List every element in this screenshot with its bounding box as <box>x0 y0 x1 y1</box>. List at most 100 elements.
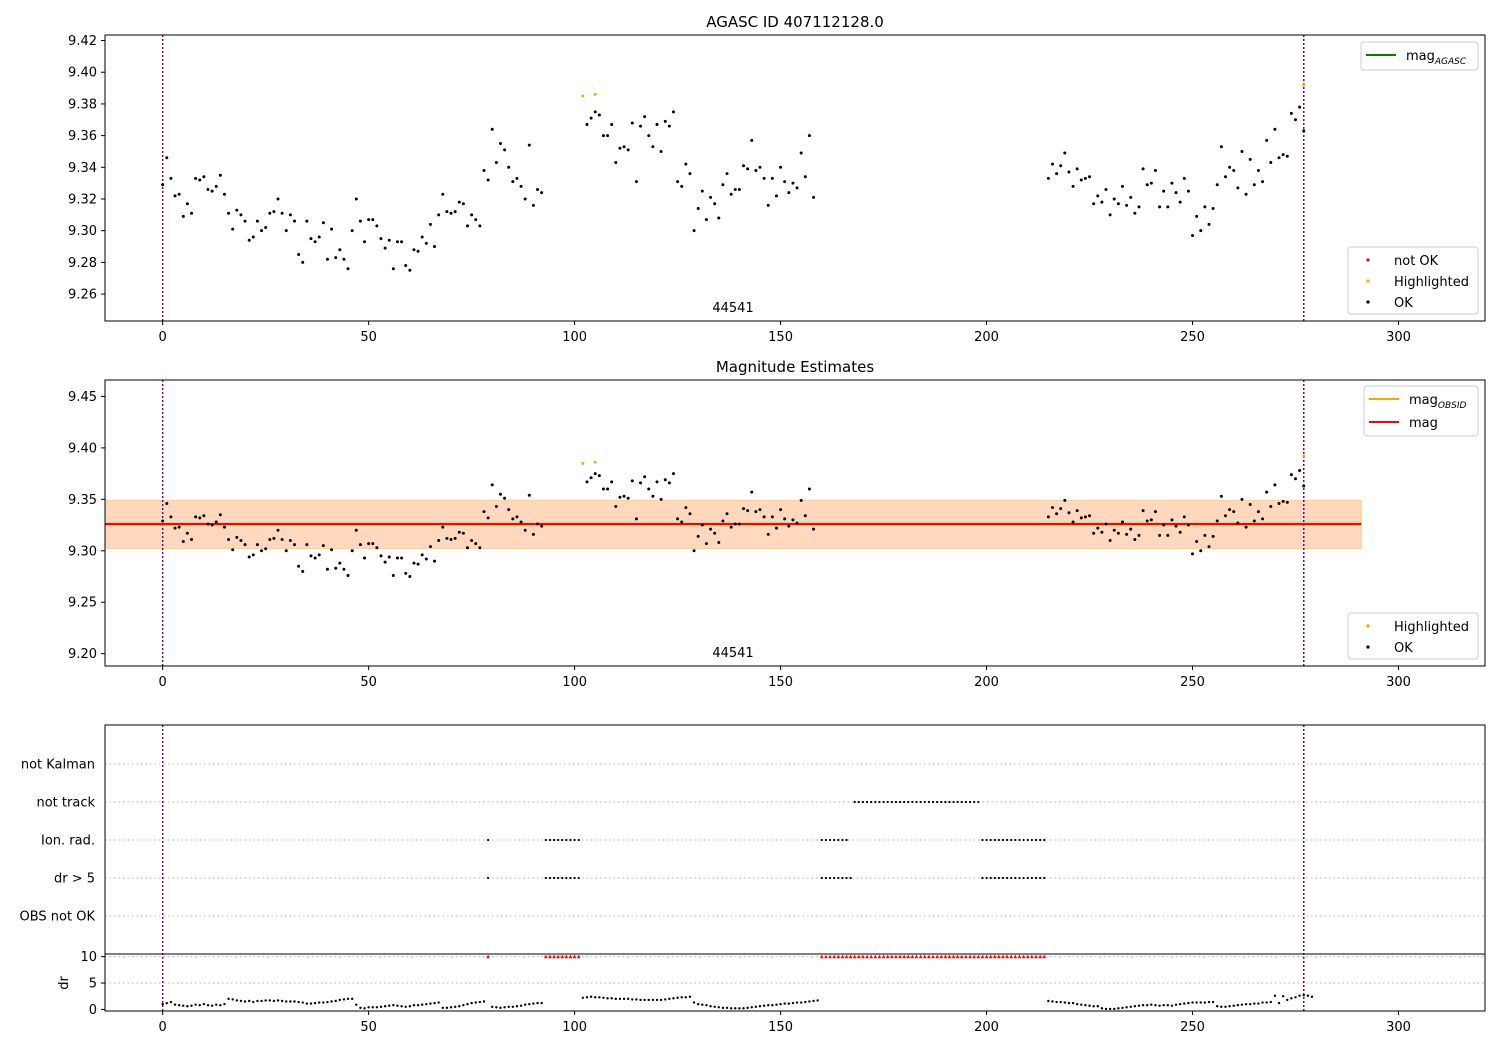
ok-point <box>383 246 387 250</box>
ok-point <box>758 165 762 169</box>
ok-point <box>1186 189 1190 193</box>
dr-clipped-marker <box>1021 954 1026 959</box>
ok-point <box>733 187 737 191</box>
ok-point <box>346 573 350 577</box>
flag-point <box>890 800 893 804</box>
ok-point <box>639 124 643 128</box>
dr-point <box>1183 1002 1186 1005</box>
ok-point <box>1125 532 1129 536</box>
dr-point <box>173 1003 177 1006</box>
ok-point <box>1149 518 1153 522</box>
dr-point <box>1067 1001 1071 1005</box>
flag-point <box>548 876 551 880</box>
ok-point <box>346 267 350 271</box>
flag-point <box>1014 876 1017 880</box>
ok-point <box>523 528 527 532</box>
flag-point <box>577 876 580 880</box>
flag-point <box>1039 876 1042 880</box>
ok-point <box>1298 105 1302 109</box>
dr-point <box>1306 994 1310 997</box>
dr-point <box>771 1003 774 1007</box>
dr-clipped-marker <box>951 954 956 959</box>
dr-point <box>330 1000 333 1003</box>
dr-point <box>626 997 630 1001</box>
dr-point <box>1253 1002 1256 1005</box>
y-tick-label: 9.35 <box>68 493 97 508</box>
flag-point <box>985 838 988 842</box>
ok-point <box>420 235 424 239</box>
ok-point <box>276 528 280 532</box>
ok-point <box>511 517 515 521</box>
dr-point <box>215 1003 218 1006</box>
ok-point <box>1096 526 1100 530</box>
dr-point <box>1298 994 1301 997</box>
legend-point-label: Highlighted <box>1394 620 1469 635</box>
ok-point <box>433 559 437 563</box>
flag-point <box>903 800 906 804</box>
dr-point <box>511 1005 515 1008</box>
flag-point <box>1006 838 1009 842</box>
ok-point <box>1182 176 1186 180</box>
ok-point <box>395 556 399 560</box>
ok-point <box>680 184 684 188</box>
ok-point <box>1265 490 1269 494</box>
dr-point <box>1228 1005 1231 1008</box>
dr-point <box>1273 994 1277 997</box>
dr-point <box>713 1005 716 1008</box>
ok-point <box>1195 214 1199 218</box>
axes-frame <box>104 34 1486 322</box>
ok-point <box>239 538 243 542</box>
ok-point <box>276 197 280 201</box>
dr-point <box>462 1003 465 1007</box>
ok-point <box>597 113 601 117</box>
ok-point <box>1046 176 1050 180</box>
ok-point <box>305 543 309 547</box>
ok-point <box>1083 176 1087 180</box>
dr-clipped-marker <box>984 954 989 959</box>
flag-point <box>845 876 848 880</box>
ok-point <box>688 512 692 516</box>
dr-point <box>795 1001 799 1004</box>
dr-point <box>474 1001 477 1004</box>
ok-point <box>774 194 778 198</box>
dr-clipped-marker <box>918 954 923 959</box>
ok-point <box>1116 531 1120 535</box>
ok-point <box>260 229 264 233</box>
ok-point <box>523 197 527 201</box>
flag-point <box>1043 876 1046 880</box>
dr-point <box>515 1005 519 1008</box>
ok-point <box>1199 229 1203 233</box>
dr-point <box>1158 1004 1161 1007</box>
dr-point <box>1310 995 1314 998</box>
ok-point <box>799 498 803 502</box>
ok-point <box>338 248 342 252</box>
ok-point <box>181 540 185 544</box>
dr-point <box>1080 1003 1083 1006</box>
ok-point <box>437 538 441 542</box>
dr-point <box>396 1004 399 1007</box>
flag-point <box>837 876 840 880</box>
flag-point <box>1010 838 1013 842</box>
ok-point <box>1277 501 1281 505</box>
flag-point <box>865 800 869 804</box>
ok-point <box>416 562 420 566</box>
ok-point <box>643 115 647 119</box>
ok-point <box>783 517 787 521</box>
dr-point <box>746 1006 749 1010</box>
dr-point <box>1088 1004 1091 1007</box>
dr-clipped-marker <box>1013 954 1018 959</box>
ok-point <box>746 509 750 513</box>
dr-point <box>1269 1000 1272 1004</box>
ok-point <box>634 517 638 521</box>
dr-point <box>725 1006 729 1010</box>
dr-point <box>779 1002 782 1006</box>
ok-point <box>1129 527 1133 531</box>
dr-clipped-marker <box>865 954 869 959</box>
ok-point <box>742 507 746 511</box>
ok-point <box>503 496 507 500</box>
ok-point <box>231 227 235 231</box>
ok-point <box>474 542 478 546</box>
ok-point <box>1207 222 1211 226</box>
ok-point <box>1108 213 1112 217</box>
ok-point <box>1158 205 1162 209</box>
